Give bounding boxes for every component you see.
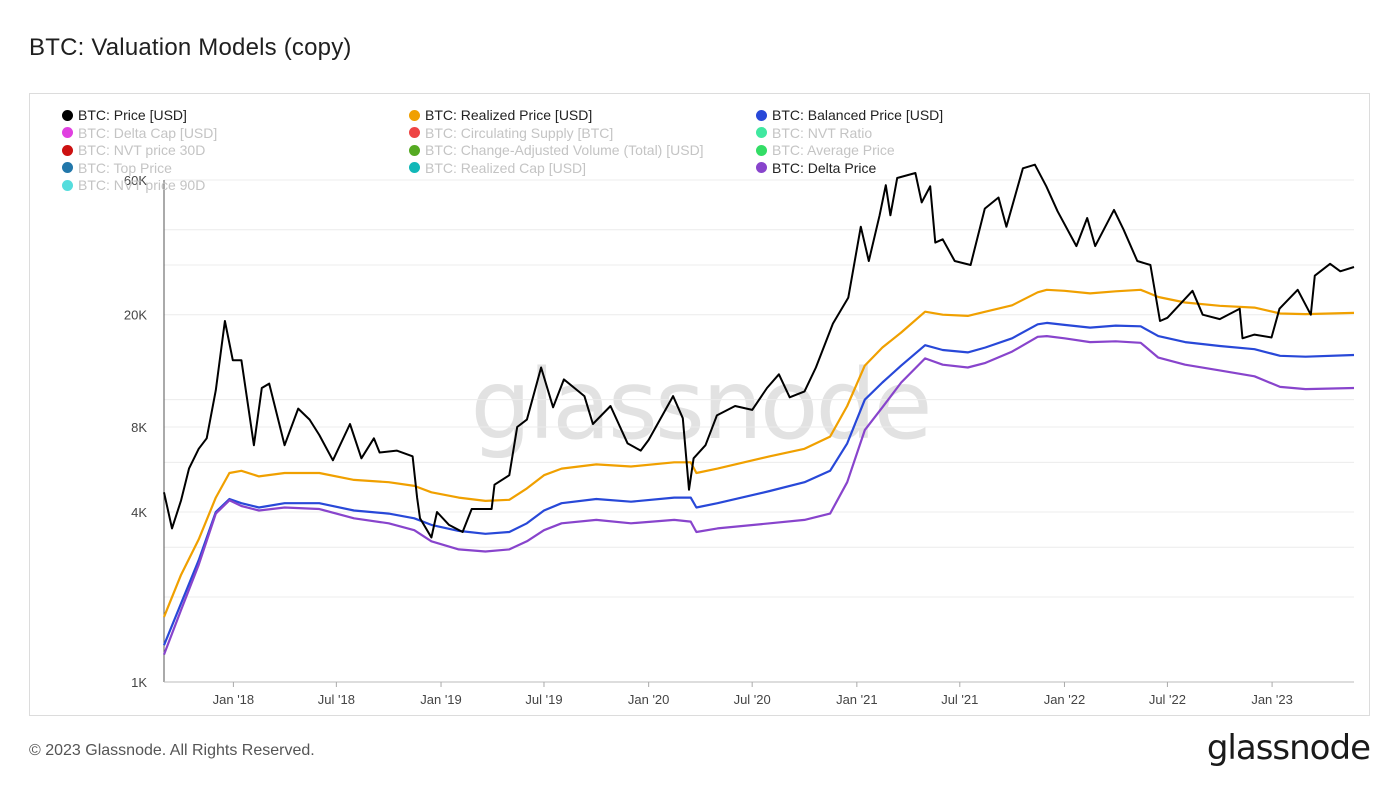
legend-color-dot-icon	[756, 127, 767, 138]
legend-item[interactable]: BTC: Delta Price	[756, 160, 876, 176]
legend-label: BTC: NVT price 30D	[78, 142, 206, 158]
legend-item[interactable]: BTC: NVT price 90D	[62, 177, 205, 193]
watermark-text: glassnode	[470, 349, 929, 461]
copyright-footer: © 2023 Glassnode. All Rights Reserved.	[29, 742, 315, 759]
series-line-btc-balanced-price-usd	[162, 321, 1355, 646]
series-lines	[162, 163, 1355, 655]
x-tick-label: Jul '19	[525, 692, 562, 707]
y-tick-label: 60K	[124, 173, 147, 188]
series-line-btc-price-usd	[163, 163, 1355, 539]
y-tick-label: 1K	[131, 675, 147, 690]
y-axis-ticks: 1K 4K 8K 20K 60K	[124, 173, 147, 690]
y-tick-label: 20K	[124, 308, 147, 323]
legend-label: BTC: Balanced Price [USD]	[772, 107, 944, 123]
legend-label: BTC: Delta Cap [USD]	[78, 124, 218, 141]
x-tick-label: Jul '20	[734, 692, 771, 707]
x-tick-label: Jan '19	[420, 692, 462, 707]
legend-color-dot-icon	[409, 109, 420, 121]
legend-color-dot-icon	[62, 127, 73, 138]
legend-color-dot-icon	[756, 144, 767, 156]
legend-label: BTC: NVT price 90D	[78, 177, 206, 193]
legend-color-dot-icon	[409, 127, 420, 138]
x-tick-label: Jul '18	[318, 692, 355, 707]
y-tick-label: 8K	[131, 420, 147, 435]
legend-color-dot-icon	[409, 144, 420, 156]
chart-legend: BTC: Price [USD] BTC: Realized Price [USD…	[62, 107, 1062, 197]
legend-label: BTC: Top Price	[78, 159, 172, 176]
legend-color-dot-icon	[62, 162, 73, 173]
legend-item[interactable]: BTC: Top Price	[62, 160, 172, 176]
x-tick-label: Jan '18	[213, 692, 255, 707]
legend-color-dot-icon	[409, 162, 420, 173]
legend-item[interactable]: BTC: Average Price	[756, 142, 895, 158]
series-line-btc-delta-price	[162, 335, 1355, 655]
legend-color-dot-icon	[62, 179, 73, 191]
legend-color-dot-icon	[62, 144, 73, 156]
legend-label: BTC: Change-Adjusted Volume (Total) [USD…	[425, 142, 704, 158]
legend-item[interactable]: BTC: NVT price 30D	[62, 142, 205, 158]
legend-label: BTC: Price [USD]	[78, 107, 187, 123]
series-line-btc-realized-price-usd	[162, 288, 1355, 618]
legend-item[interactable]: BTC: Realized Cap [USD]	[409, 160, 586, 176]
x-tick-label: Jan '23	[1251, 692, 1293, 707]
legend-item[interactable]: BTC: Realized Price [USD]	[409, 107, 592, 123]
legend-color-dot-icon	[756, 162, 767, 173]
brand-logo: glassnode	[1206, 728, 1371, 768]
x-axis-ticks: Jan '18 Jul '18 Jan '19 Jul '19 Jan '20 Jul '…	[213, 682, 1293, 707]
legend-label: BTC: Average Price	[772, 142, 895, 158]
chart-panel	[29, 93, 1370, 716]
legend-item[interactable]: BTC: NVT Ratio	[756, 125, 872, 141]
legend-label: BTC: Realized Price [USD]	[425, 107, 593, 123]
legend-label: BTC: Realized Cap [USD]	[425, 159, 587, 176]
page-title: BTC: Valuation Models (copy)	[29, 34, 352, 61]
x-tick-label: Jul '21	[941, 692, 978, 707]
legend-item[interactable]: BTC: Change-Adjusted Volume (Total) [USD…	[409, 142, 704, 158]
legend-label: BTC: NVT Ratio	[772, 124, 873, 141]
y-tick-label: 4K	[131, 505, 147, 520]
legend-label: BTC: Delta Price	[772, 159, 877, 176]
legend-item[interactable]: BTC: Circulating Supply [BTC]	[409, 125, 613, 141]
legend-label: BTC: Circulating Supply [BTC]	[425, 124, 614, 141]
x-tick-label: Jan '21	[836, 692, 878, 707]
x-tick-label: Jan '20	[628, 692, 670, 707]
x-tick-label: Jan '22	[1044, 692, 1086, 707]
legend-item[interactable]: BTC: Price [USD]	[62, 107, 187, 123]
x-tick-label: Jul '22	[1149, 692, 1186, 707]
legend-color-dot-icon	[756, 109, 767, 121]
legend-color-dot-icon	[62, 109, 73, 121]
legend-item[interactable]: BTC: Balanced Price [USD]	[756, 107, 943, 123]
legend-item[interactable]: BTC: Delta Cap [USD]	[62, 125, 217, 141]
